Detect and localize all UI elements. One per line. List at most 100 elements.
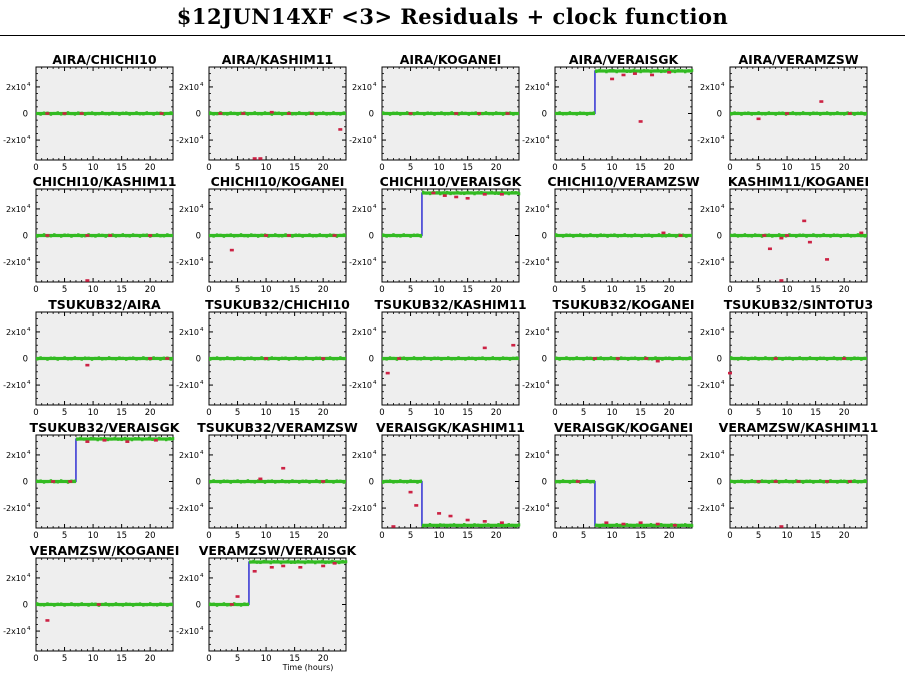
y-tick-exponent: 4 (373, 450, 377, 456)
residual-point (490, 524, 493, 528)
residual-point (501, 356, 505, 360)
y-tick-exponent: 4 (27, 380, 31, 386)
x-tick-label: 15 (462, 285, 473, 295)
residual-point (402, 233, 405, 237)
residual-point (101, 357, 104, 361)
residual-point (169, 357, 172, 361)
residual-point (585, 356, 589, 360)
panel-title: VERAISGK/KASHIM11 (376, 420, 525, 435)
residual-point (660, 523, 663, 527)
residual-point (86, 438, 89, 442)
x-tick-label: 5 (235, 654, 240, 664)
residual-point (582, 234, 585, 238)
residual-point (318, 356, 321, 360)
residual-point (106, 438, 110, 442)
y-tick-exponent: 4 (27, 503, 31, 509)
residual-point (578, 480, 582, 484)
residual-point (59, 356, 63, 360)
residual-point (104, 357, 107, 361)
residual-point (73, 479, 77, 483)
residual-point (269, 561, 272, 565)
residual-point (222, 602, 226, 606)
residual-point (325, 479, 328, 483)
residual-point (49, 479, 53, 483)
outlier-point (773, 357, 778, 360)
residual-point (808, 112, 812, 116)
residual-point (266, 560, 269, 564)
residual-point (209, 357, 212, 361)
residual-point (236, 234, 239, 238)
residual-point (445, 524, 449, 528)
residual-point (426, 356, 429, 360)
residual-point (90, 357, 94, 361)
residual-point (555, 356, 558, 360)
y-tick-label: 2x10 (525, 205, 545, 214)
x-tick-label: 0 (552, 531, 557, 541)
residual-point (670, 69, 673, 73)
outlier-point (241, 112, 246, 115)
outlier-point (847, 480, 852, 483)
residual-point (674, 357, 678, 361)
y-tick-exponent: 4 (721, 135, 725, 141)
residual-point (277, 111, 280, 115)
residual-point (87, 603, 90, 607)
x-tick-label: 0 (727, 285, 732, 295)
residual-point (856, 233, 860, 237)
residual-point (608, 524, 612, 528)
residual-point (832, 480, 836, 484)
y-tick-label: 2x10 (352, 205, 372, 214)
residual-point (276, 559, 279, 563)
residual-point (385, 234, 388, 238)
x-axis-label: Time (hours) (282, 663, 334, 672)
residual-point (270, 234, 274, 238)
outlier-point (615, 357, 620, 360)
residual-point (771, 479, 774, 483)
residual-point (843, 479, 846, 483)
x-tick-label: 5 (235, 408, 240, 418)
residual-point (229, 233, 232, 237)
y-tick-label: 2x10 (6, 83, 26, 92)
residual-point (103, 436, 106, 440)
residual-point (601, 523, 605, 527)
residual-point (162, 356, 166, 360)
x-tick-label: 15 (635, 408, 646, 418)
residual-point (633, 356, 637, 360)
y-tick-exponent: 4 (373, 503, 377, 509)
outlier-point (235, 595, 240, 598)
residual-point (56, 357, 59, 361)
outlier-point (85, 363, 90, 367)
residual-point (125, 111, 128, 115)
outlier-point (321, 564, 326, 568)
residual-point (654, 356, 657, 360)
panel-title: CHICHI10/KOGANEI (211, 174, 345, 189)
y-tick-exponent: 4 (200, 327, 204, 333)
residual-point (445, 190, 449, 194)
residual-point (836, 480, 839, 484)
residual-point (750, 356, 753, 360)
residual-point (399, 479, 402, 483)
residual-point (555, 480, 558, 484)
residual-point (846, 357, 849, 361)
residual-point (399, 234, 402, 238)
residual-point (77, 111, 80, 115)
residual-point (96, 438, 99, 442)
residual-point (123, 436, 127, 440)
residual-point (277, 480, 280, 484)
outlier-point (785, 234, 790, 237)
residual-point (558, 480, 561, 484)
x-tick-label: 20 (491, 531, 502, 541)
x-tick-label: 5 (235, 285, 240, 295)
residual-point (733, 480, 736, 484)
residual-point (284, 111, 287, 115)
outlier-point (465, 518, 470, 522)
residual-point (141, 438, 144, 442)
y-tick-exponent: 4 (373, 204, 377, 210)
residual-point (320, 559, 324, 563)
residual-point (688, 233, 691, 237)
x-tick-label: 15 (289, 163, 300, 173)
residual-point (117, 437, 120, 441)
residual-point (433, 112, 436, 116)
residual-point (255, 560, 259, 564)
residual-point (788, 233, 791, 237)
residual-point (325, 234, 328, 238)
